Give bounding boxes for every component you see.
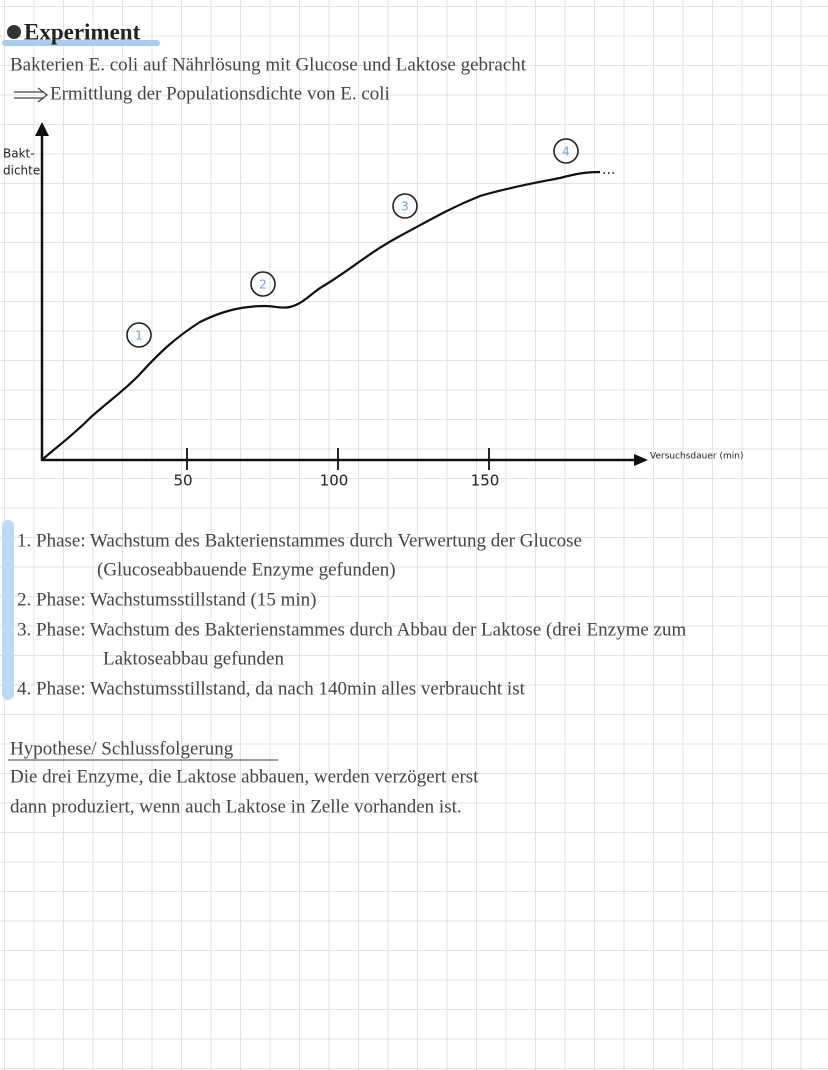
title: Experiment — [24, 19, 141, 44]
y-axis-arrow — [35, 122, 49, 136]
bullet-scribble — [7, 25, 21, 39]
phase-number: 3 — [401, 200, 409, 214]
conclusion-line: dann produziert, wenn auch Laktose in Ze… — [10, 796, 462, 817]
phase-line: 2. Phase: Wachstumsstillstand (15 min) — [17, 589, 316, 610]
implies-arrow — [14, 87, 49, 103]
conclusion: Hypothese/ Schlussfolgerung Die drei Enz… — [8, 738, 479, 817]
x-tick-label: 50 — [173, 472, 192, 490]
phase-highlight — [2, 520, 14, 700]
conclusion-line: Die drei Enzyme, die Laktose abbauen, we… — [10, 766, 479, 787]
continuation: ... — [602, 162, 615, 178]
phase-number: 2 — [259, 278, 267, 292]
x-tick-label: 150 — [471, 472, 500, 490]
phase-number: 1 — [135, 329, 143, 343]
x-axis-arrow — [634, 454, 648, 466]
chart: Bakt- dichte Versuchsdauer (min) ... 50 1… — [3, 122, 743, 490]
growth-curve — [41, 170, 601, 461]
phase-line: (Glucoseabbauende Enzyme gefunden) — [97, 559, 396, 580]
phase-marker — [392, 193, 418, 219]
conclusion-heading: Hypothese/ Schlussfolgerung — [10, 738, 234, 759]
phase-line: 1. Phase: Wachstum des Bakterienstammes … — [17, 530, 582, 551]
x-label: Versuchsdauer (min) — [650, 452, 743, 462]
phase-line: 3. Phase: Wachstum des Bakterienstammes … — [17, 619, 686, 640]
phase-line: 4. Phase: Wachstumsstillstand, da nach 1… — [17, 678, 526, 699]
y-label: dichte — [3, 164, 40, 178]
phase-marker — [250, 271, 276, 297]
intro-line: Bakterien E. coli auf Nährlösung mit Glu… — [10, 54, 527, 75]
phase-number: 4 — [562, 145, 570, 159]
x-tick-label: 100 — [320, 472, 349, 490]
y-label: Bakt- — [3, 147, 35, 161]
phase-line: Laktoseabbau gefunden — [103, 648, 284, 669]
phase-list: 1. Phase: Wachstum des Bakterienstammes … — [2, 520, 686, 700]
title-highlight — [2, 40, 160, 46]
phase-marker — [553, 138, 579, 164]
phase-marker — [126, 322, 152, 348]
intro-line: Ermittlung der Populationsdichte von E. … — [50, 83, 390, 104]
